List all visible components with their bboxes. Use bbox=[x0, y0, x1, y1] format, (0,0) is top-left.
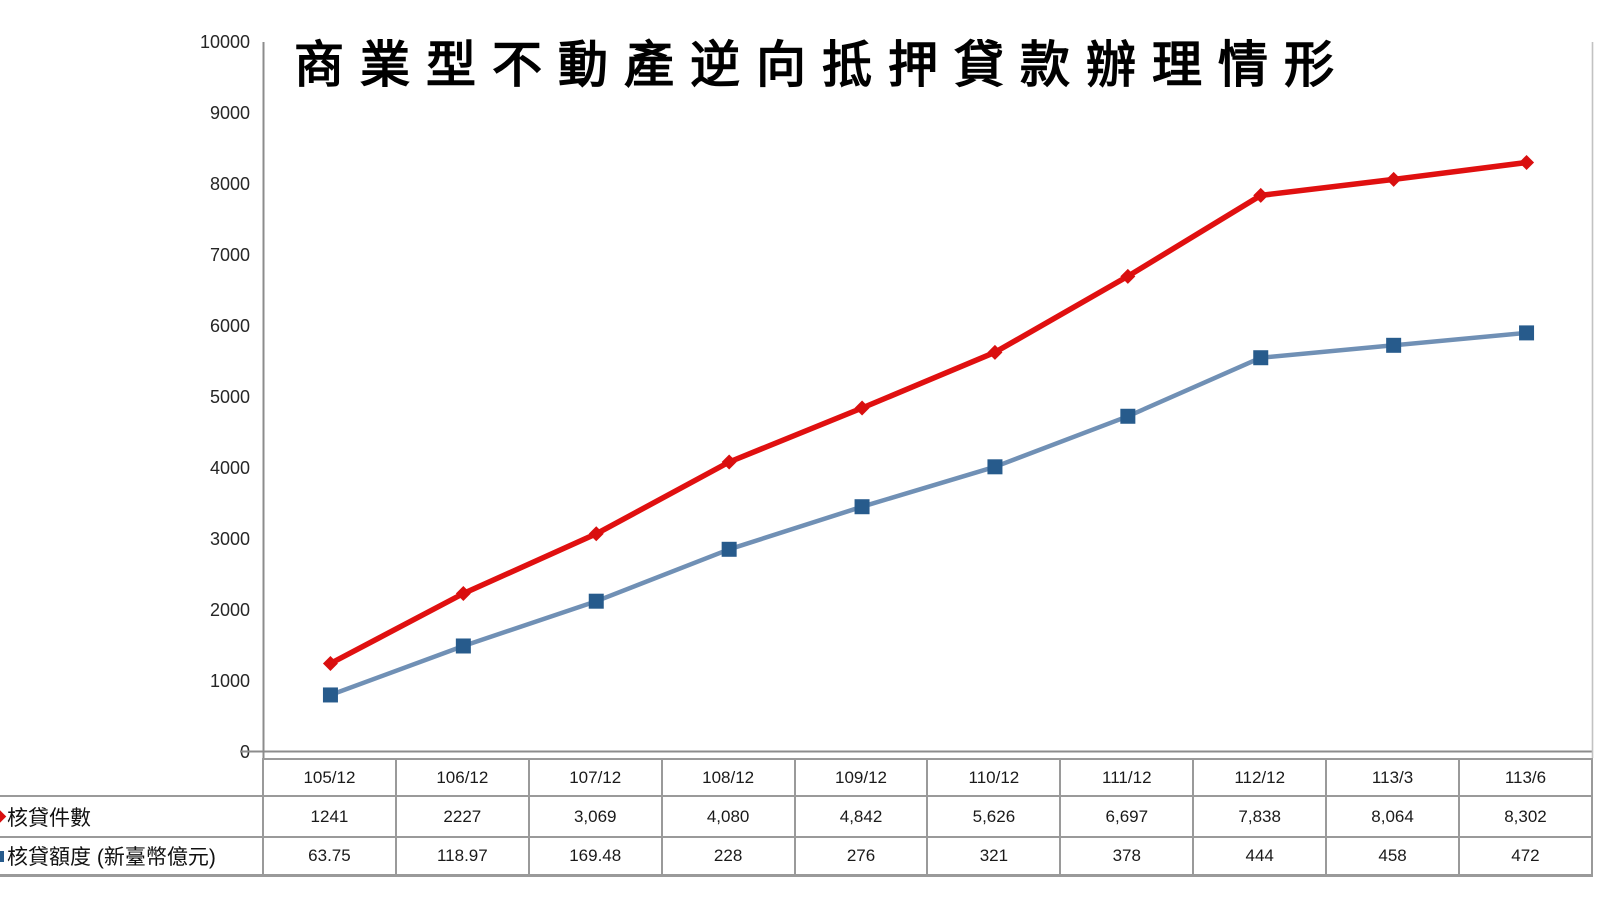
category-cell: 107/12 bbox=[529, 758, 663, 797]
y-axis-tick-label: 3000 bbox=[209, 528, 250, 549]
category-cell: 113/6 bbox=[1460, 758, 1593, 797]
legend-square-icon bbox=[0, 850, 4, 862]
series-marker-diamond bbox=[1386, 171, 1402, 187]
series-name: 核貸件數 bbox=[7, 806, 91, 830]
y-axis-tick-label: 9000 bbox=[209, 102, 250, 123]
series-marker-square bbox=[588, 593, 604, 609]
value-cell: 472 bbox=[1460, 838, 1593, 877]
y-axis-tick-label: 2000 bbox=[209, 599, 250, 620]
value-cell: 8,064 bbox=[1327, 797, 1461, 838]
value-cell: 3,069 bbox=[529, 797, 663, 838]
value-cell: 169.48 bbox=[529, 838, 663, 877]
data-table: 105/12 106/12 107/12 108/12 109/12 110/12 111/… bbox=[0, 758, 1594, 877]
y-axis-tick-label: 5000 bbox=[209, 386, 250, 407]
value-cell: 2227 bbox=[396, 797, 530, 838]
category-cell: 112/12 bbox=[1194, 758, 1328, 797]
series-marker-diamond bbox=[1253, 187, 1269, 203]
series-marker-square bbox=[987, 459, 1003, 475]
y-axis-tick-label: 1000 bbox=[209, 670, 250, 691]
series-marker-diamond bbox=[854, 400, 870, 416]
legend-diamond-icon bbox=[0, 808, 7, 825]
category-cell: 106/12 bbox=[396, 758, 530, 797]
series-marker-diamond bbox=[455, 585, 471, 601]
series-marker-square bbox=[1120, 408, 1136, 424]
y-axis-tick-label: 4000 bbox=[209, 457, 250, 478]
series-label-cell: 核貸件數 bbox=[0, 797, 264, 838]
series-name: 核貸額度 (新臺幣億元) bbox=[7, 846, 216, 869]
series-marker-diamond bbox=[987, 344, 1003, 360]
y-axis-tick-label: 8000 bbox=[209, 173, 250, 194]
series-marker-diamond bbox=[588, 526, 604, 542]
series-marker-square bbox=[854, 499, 870, 515]
series-marker-square bbox=[1386, 337, 1402, 353]
value-cell: 4,842 bbox=[795, 797, 929, 838]
series-marker-square bbox=[721, 541, 737, 557]
y-axis-tick-label: 10000 bbox=[199, 32, 250, 52]
y-axis-tick-label: 7000 bbox=[209, 244, 250, 265]
category-cell: 108/12 bbox=[662, 758, 796, 797]
series-line-1 bbox=[327, 159, 1530, 667]
value-cell: 276 bbox=[795, 838, 929, 877]
value-cell: 6,697 bbox=[1061, 797, 1195, 838]
value-cell: 458 bbox=[1327, 838, 1461, 877]
series-marker-diamond bbox=[721, 454, 737, 470]
category-cell: 113/3 bbox=[1327, 758, 1461, 797]
value-cell: 4,080 bbox=[662, 797, 796, 838]
series-marker-square bbox=[322, 687, 338, 703]
value-cell: 8,302 bbox=[1460, 797, 1593, 838]
series-marker-square bbox=[1519, 325, 1535, 341]
value-cell: 63.75 bbox=[264, 838, 397, 877]
value-cell: 7,838 bbox=[1194, 797, 1328, 838]
series-marker-diamond bbox=[1519, 154, 1535, 170]
value-cell: 118.97 bbox=[396, 838, 530, 877]
series-marker-square bbox=[1253, 350, 1269, 366]
y-axis-tick-label: 6000 bbox=[209, 315, 250, 336]
value-cell: 1241 bbox=[264, 797, 397, 838]
value-cell: 444 bbox=[1194, 838, 1328, 877]
category-cell: 109/12 bbox=[795, 758, 929, 797]
series-marker-square bbox=[455, 638, 471, 654]
series-marker-diamond bbox=[1120, 268, 1136, 284]
category-cell: 105/12 bbox=[264, 758, 397, 797]
table-corner-cell bbox=[0, 758, 264, 797]
series-label-cell: 核貸額度 (新臺幣億元) bbox=[0, 838, 264, 877]
series-line-2 bbox=[328, 330, 1529, 698]
value-cell: 228 bbox=[662, 838, 796, 877]
category-cell: 111/12 bbox=[1061, 758, 1195, 797]
series-marker-diamond bbox=[322, 655, 338, 671]
y-axis: 0 1000 2000 3000 4000 5000 6000 7000 8000 9000 100… bbox=[0, 0, 250, 900]
chart-title: 商業型不動產逆向抵押貸款辦理情形 bbox=[294, 36, 1350, 93]
category-cell: 110/12 bbox=[928, 758, 1062, 797]
value-cell: 321 bbox=[928, 838, 1062, 877]
value-cell: 378 bbox=[1061, 838, 1195, 877]
value-cell: 5,626 bbox=[928, 797, 1062, 838]
